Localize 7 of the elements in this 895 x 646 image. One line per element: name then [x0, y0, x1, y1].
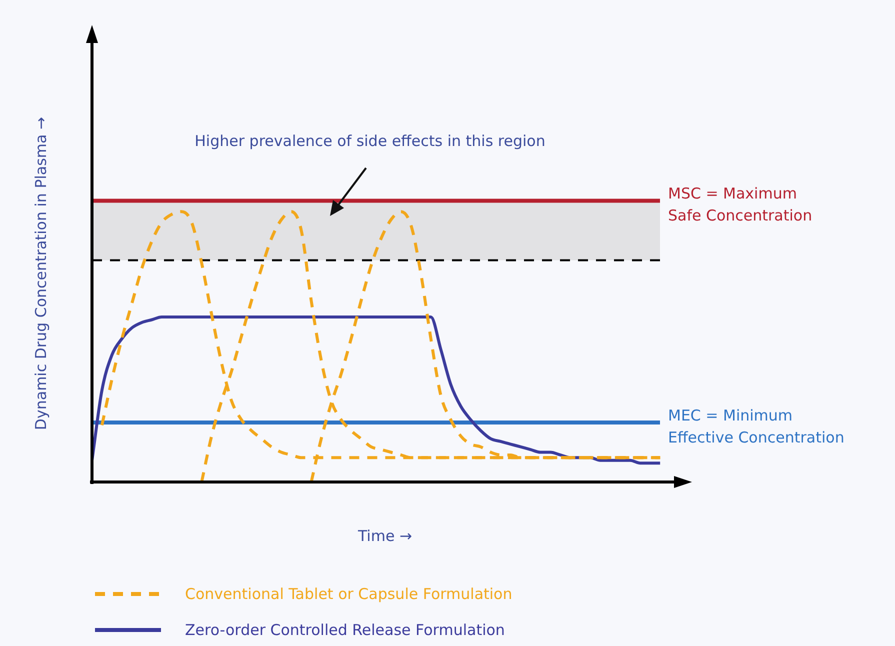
legend-label: Conventional Tablet or Capsule Formulation	[185, 585, 512, 603]
text: Higher prevalence of side effects in this region	[194, 132, 546, 150]
x-axis-title: Time →	[356, 526, 412, 545]
y-axis-title: Dynamic Drug Concentration in Plasma →	[32, 116, 50, 430]
legend-label: Zero-order Controlled Release Formulation	[185, 621, 505, 639]
ref-line-label: MEC = Minimum Effective Concentration	[668, 406, 844, 446]
ref-line-label: MSC = Maximum Safe Concentration	[668, 184, 812, 225]
